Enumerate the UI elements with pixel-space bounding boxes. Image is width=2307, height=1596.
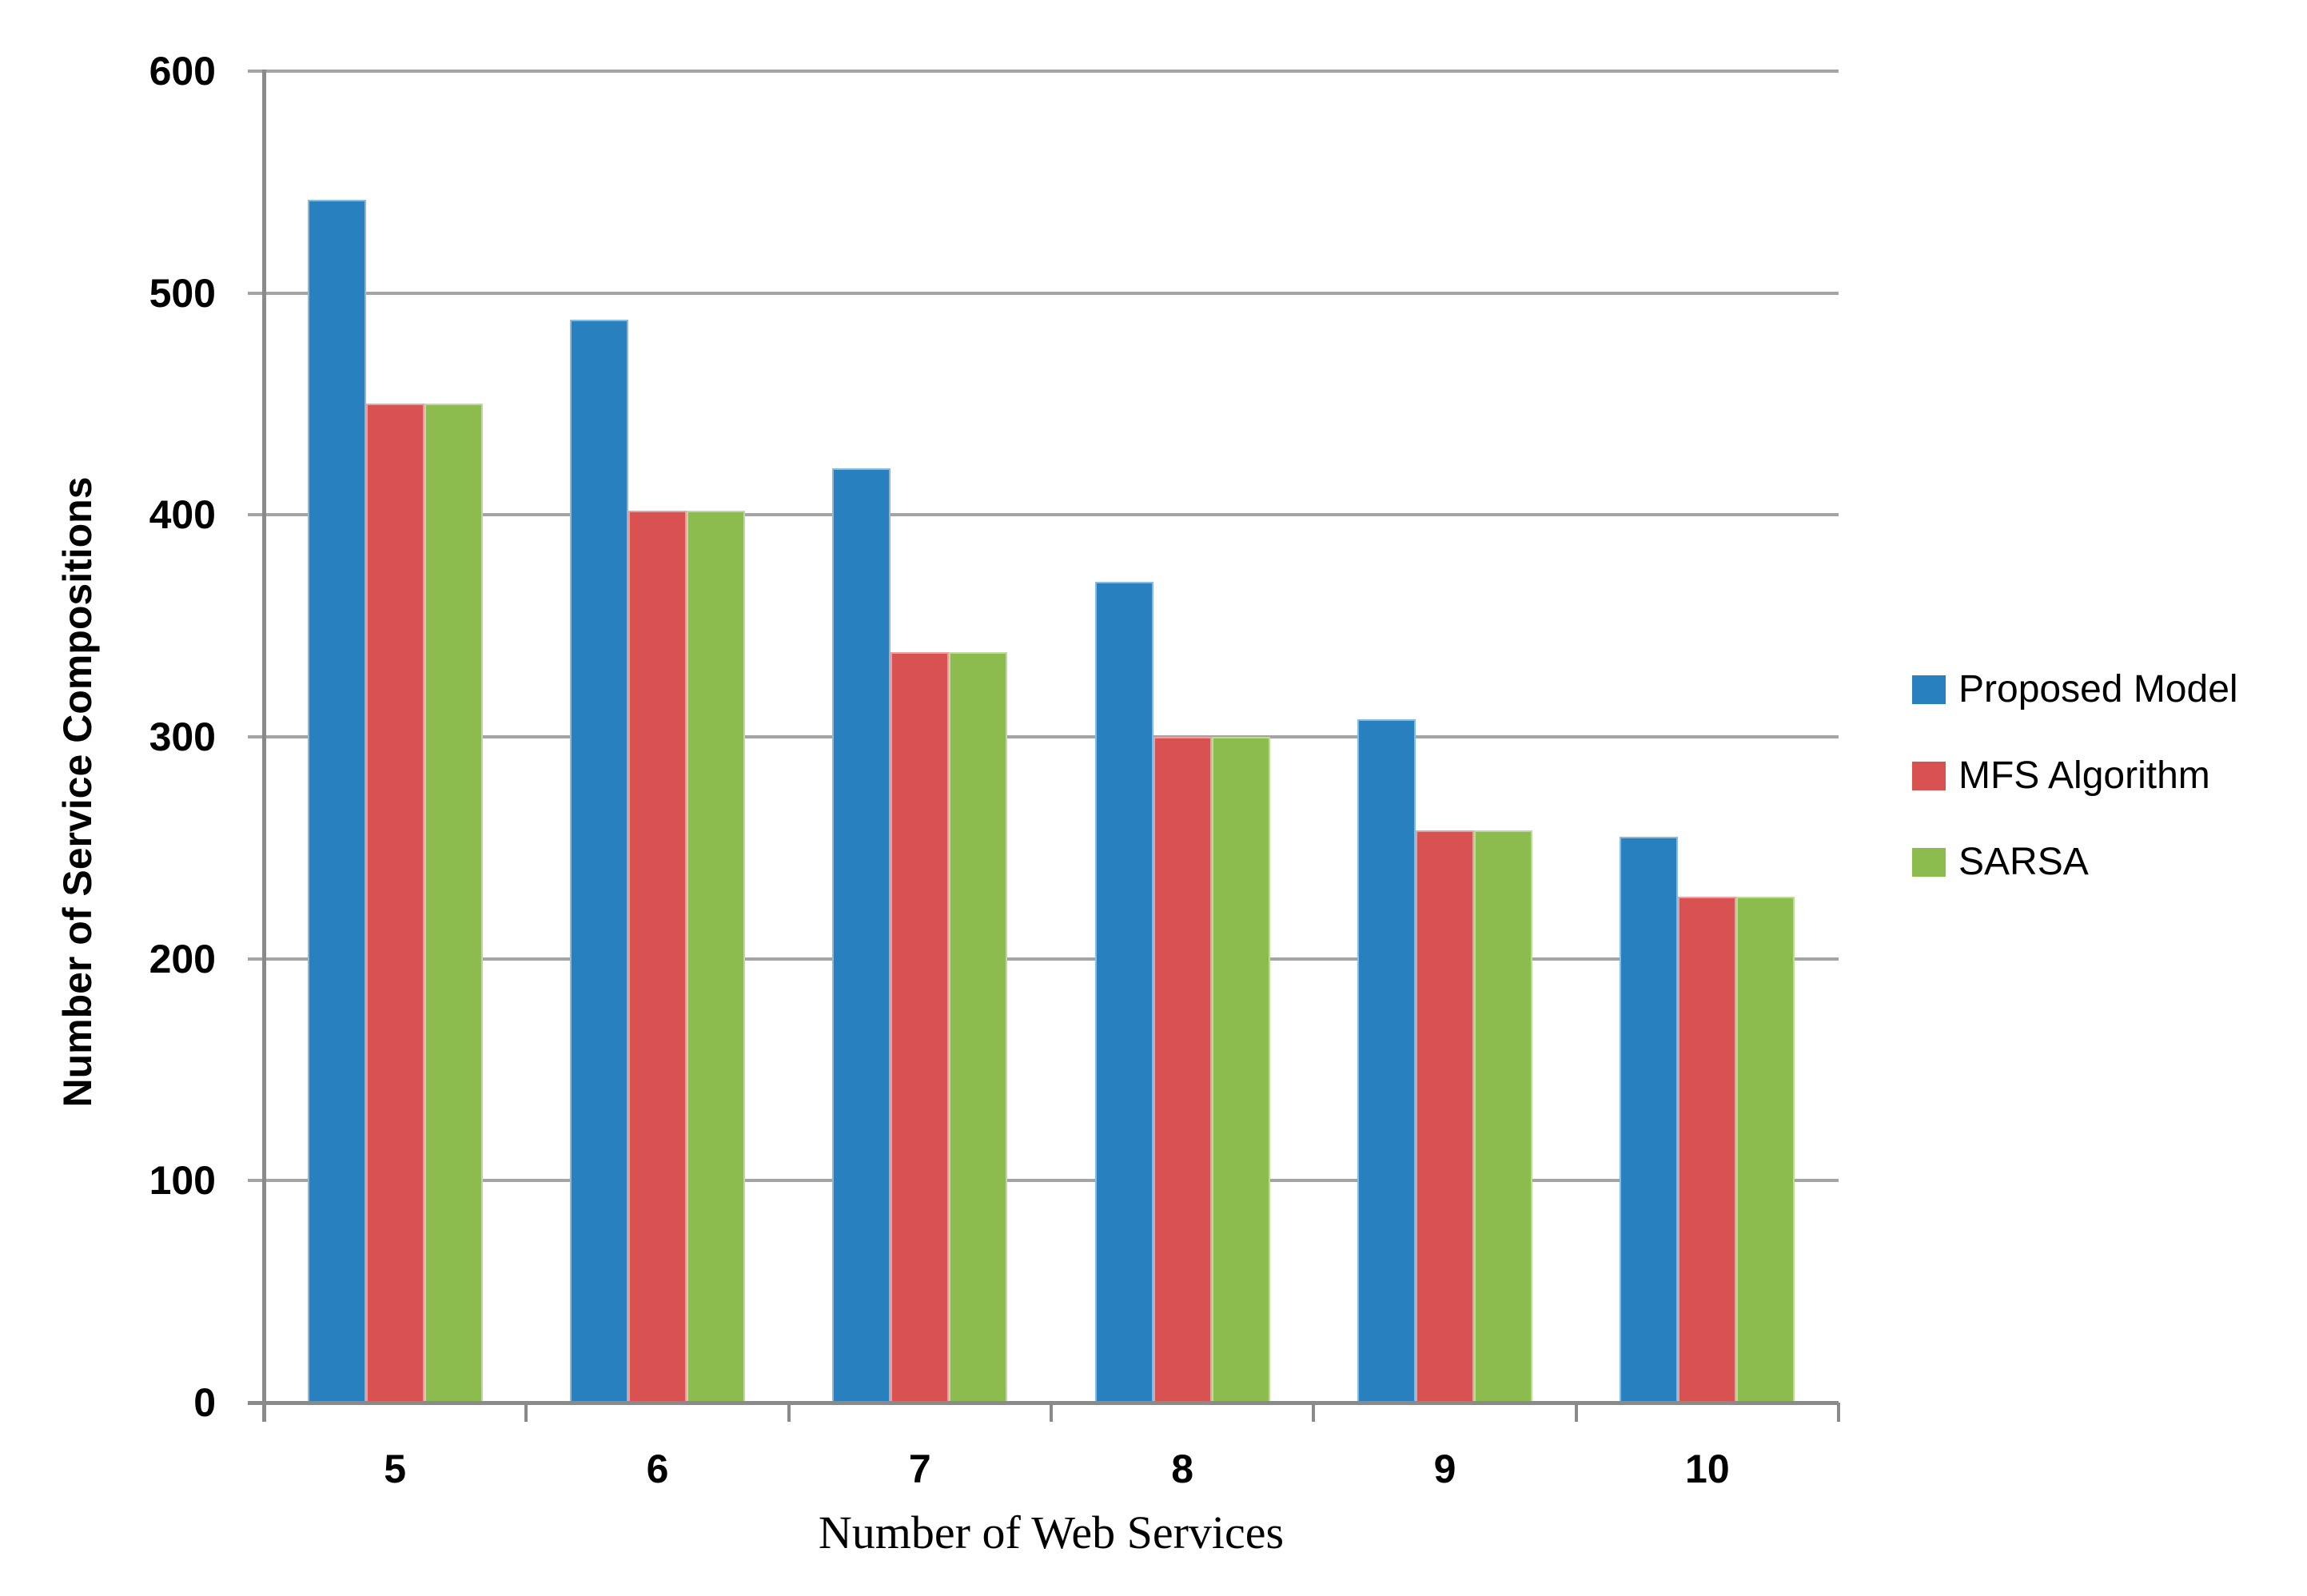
x-tick-label-7: 7: [908, 1447, 931, 1491]
legend: Proposed Model MFS Algorithm SARSA: [1912, 667, 2238, 925]
bar-proposed-model-6: [570, 320, 628, 1403]
x-axis-tick-3: [1050, 1403, 1053, 1422]
bar-mfs-algorithm-6: [628, 511, 687, 1403]
y-tick-label-0: 0: [193, 1380, 216, 1425]
bar-mfs-algorithm-10: [1678, 897, 1736, 1403]
gridline-600: [248, 70, 1839, 73]
x-axis-title: Number of Web Services: [818, 1506, 1285, 1558]
bar-mfs-algorithm-5: [366, 404, 424, 1403]
x-axis-tick-1: [524, 1403, 528, 1422]
y-tick-label-300: 300: [149, 714, 216, 759]
bar-sarsa-10: [1736, 897, 1795, 1403]
legend-label: MFS Algorithm: [1958, 754, 2210, 797]
gridline-400: [248, 513, 1839, 517]
bar-proposed-model-7: [832, 468, 891, 1403]
x-tick-label-9: 9: [1433, 1447, 1456, 1491]
bar-mfs-algorithm-8: [1154, 737, 1212, 1403]
bar-sarsa-9: [1474, 830, 1532, 1403]
bar-sarsa-6: [687, 511, 745, 1403]
x-axis-line: [248, 1401, 1839, 1405]
bar-sarsa-8: [1212, 737, 1270, 1403]
legend-item-sarsa: SARSA: [1912, 839, 2238, 886]
x-tick-label-6: 6: [646, 1447, 669, 1491]
bar-proposed-model-10: [1620, 837, 1678, 1403]
gridline-100: [248, 1179, 1839, 1183]
legend-label: Proposed Model: [1958, 668, 2238, 710]
x-axis-tick-5: [1574, 1403, 1578, 1422]
legend-swatch-icon: [1912, 675, 1946, 704]
y-tick-label-200: 200: [149, 936, 216, 981]
x-tick-label-5: 5: [384, 1447, 407, 1491]
x-axis-tick-0: [262, 1403, 265, 1422]
bar-proposed-model-5: [308, 200, 366, 1403]
y-tick-label-100: 100: [149, 1158, 216, 1204]
legend-item-proposed-model: Proposed Model: [1912, 667, 2238, 713]
bar-sarsa-5: [424, 404, 483, 1403]
legend-item-mfs-algorithm: MFS Algorithm: [1912, 753, 2238, 799]
bar-mfs-algorithm-7: [891, 652, 949, 1403]
bar-proposed-model-9: [1357, 719, 1416, 1403]
y-axis-title: Number of Service Compositions: [55, 476, 100, 1108]
bar-proposed-model-8: [1095, 582, 1154, 1403]
legend-label: SARSA: [1958, 841, 2089, 883]
gridline-200: [248, 957, 1839, 961]
y-tick-label-500: 500: [149, 270, 216, 316]
gridline-500: [248, 291, 1839, 295]
bar-mfs-algorithm-9: [1416, 830, 1474, 1403]
x-axis-tick-4: [1312, 1403, 1316, 1422]
x-axis-tick-2: [787, 1403, 791, 1422]
x-tick-label-10: 10: [1685, 1447, 1730, 1491]
legend-swatch-icon: [1912, 848, 1946, 877]
x-tick-label-8: 8: [1171, 1447, 1194, 1491]
y-tick-label-400: 400: [149, 492, 216, 538]
y-axis-line: [262, 70, 266, 1422]
bar-sarsa-7: [949, 652, 1007, 1403]
legend-swatch-icon: [1912, 762, 1946, 790]
y-tick-label-600: 600: [149, 49, 216, 94]
x-axis-tick-6: [1837, 1403, 1840, 1422]
gridline-300: [248, 735, 1839, 738]
